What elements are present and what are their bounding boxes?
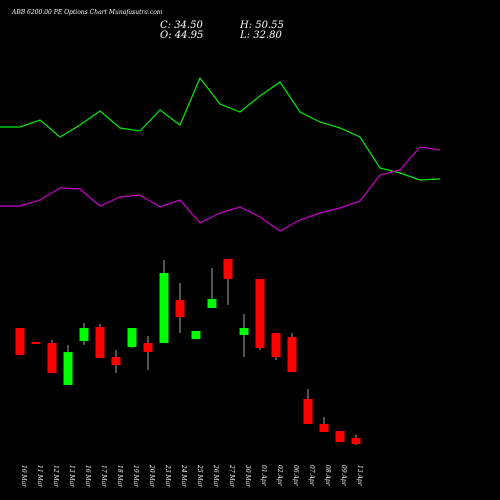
candle-body <box>47 343 57 374</box>
open-info: O: 44.95 <box>160 30 203 41</box>
x-tick-label: 16 Mar <box>84 465 91 488</box>
x-tick-label: 02 Apr <box>276 465 283 487</box>
line-series <box>0 76 441 181</box>
x-tick-label: 01 Apr <box>260 465 267 487</box>
candle-body <box>159 273 169 344</box>
x-tick-label: 11 Mar <box>36 465 43 488</box>
candle-body <box>15 328 25 355</box>
candle-body <box>351 437 361 445</box>
x-tick-label: 07 Apr <box>308 465 315 487</box>
candle-body <box>31 342 41 345</box>
x-tick-label: 13 Mar <box>68 465 75 488</box>
candle-body <box>335 430 345 443</box>
candle-body <box>255 279 265 349</box>
candle-body <box>79 328 89 341</box>
x-tick-label: 27 Mar <box>228 464 235 488</box>
x-tick-label: 17 Mar <box>100 465 107 488</box>
x-tick-label: 25 Mar <box>196 464 203 488</box>
x-tick-label: 30 Mar <box>244 465 251 488</box>
candle-body <box>175 300 185 318</box>
high-info: H: 50.55 <box>239 20 284 31</box>
x-tick-label: 26 Mar <box>212 464 219 488</box>
x-tick-label: 10 Mar <box>20 465 27 488</box>
x-tick-label: 23 Mar <box>164 464 171 488</box>
x-tick-label: 12 Mar <box>52 465 59 488</box>
candle-body <box>207 299 217 309</box>
candle-body <box>319 424 329 433</box>
candle-body <box>287 337 297 373</box>
candle-body <box>111 357 121 365</box>
candle-body <box>191 330 201 340</box>
candle-body <box>303 399 313 425</box>
x-tick-label: 09 Apr <box>340 465 347 487</box>
low-info: L: 32.80 <box>239 30 282 41</box>
x-tick-label: 06 Apr <box>292 465 299 487</box>
candle-body <box>239 328 249 335</box>
candle-body <box>63 352 73 385</box>
candle-body <box>143 343 153 353</box>
candle-body <box>95 327 105 359</box>
x-tick-label: 20 Mar <box>148 464 155 488</box>
candle-body <box>223 259 233 280</box>
chart-title: ABB 6200.00 PE Options Chart Munafasutra… <box>11 9 163 16</box>
x-tick-label: 18 Mar <box>116 465 123 488</box>
close-info: C: 34.50 <box>160 20 203 31</box>
line-series <box>0 146 441 232</box>
x-tick-label: 24 Mar <box>180 464 187 488</box>
candle-body <box>271 333 281 358</box>
x-tick-label: 13 Apr <box>356 465 363 487</box>
x-tick-label: 08 Apr <box>324 465 331 487</box>
x-tick-label: 19 Mar <box>132 465 139 488</box>
candle-body <box>127 328 137 348</box>
